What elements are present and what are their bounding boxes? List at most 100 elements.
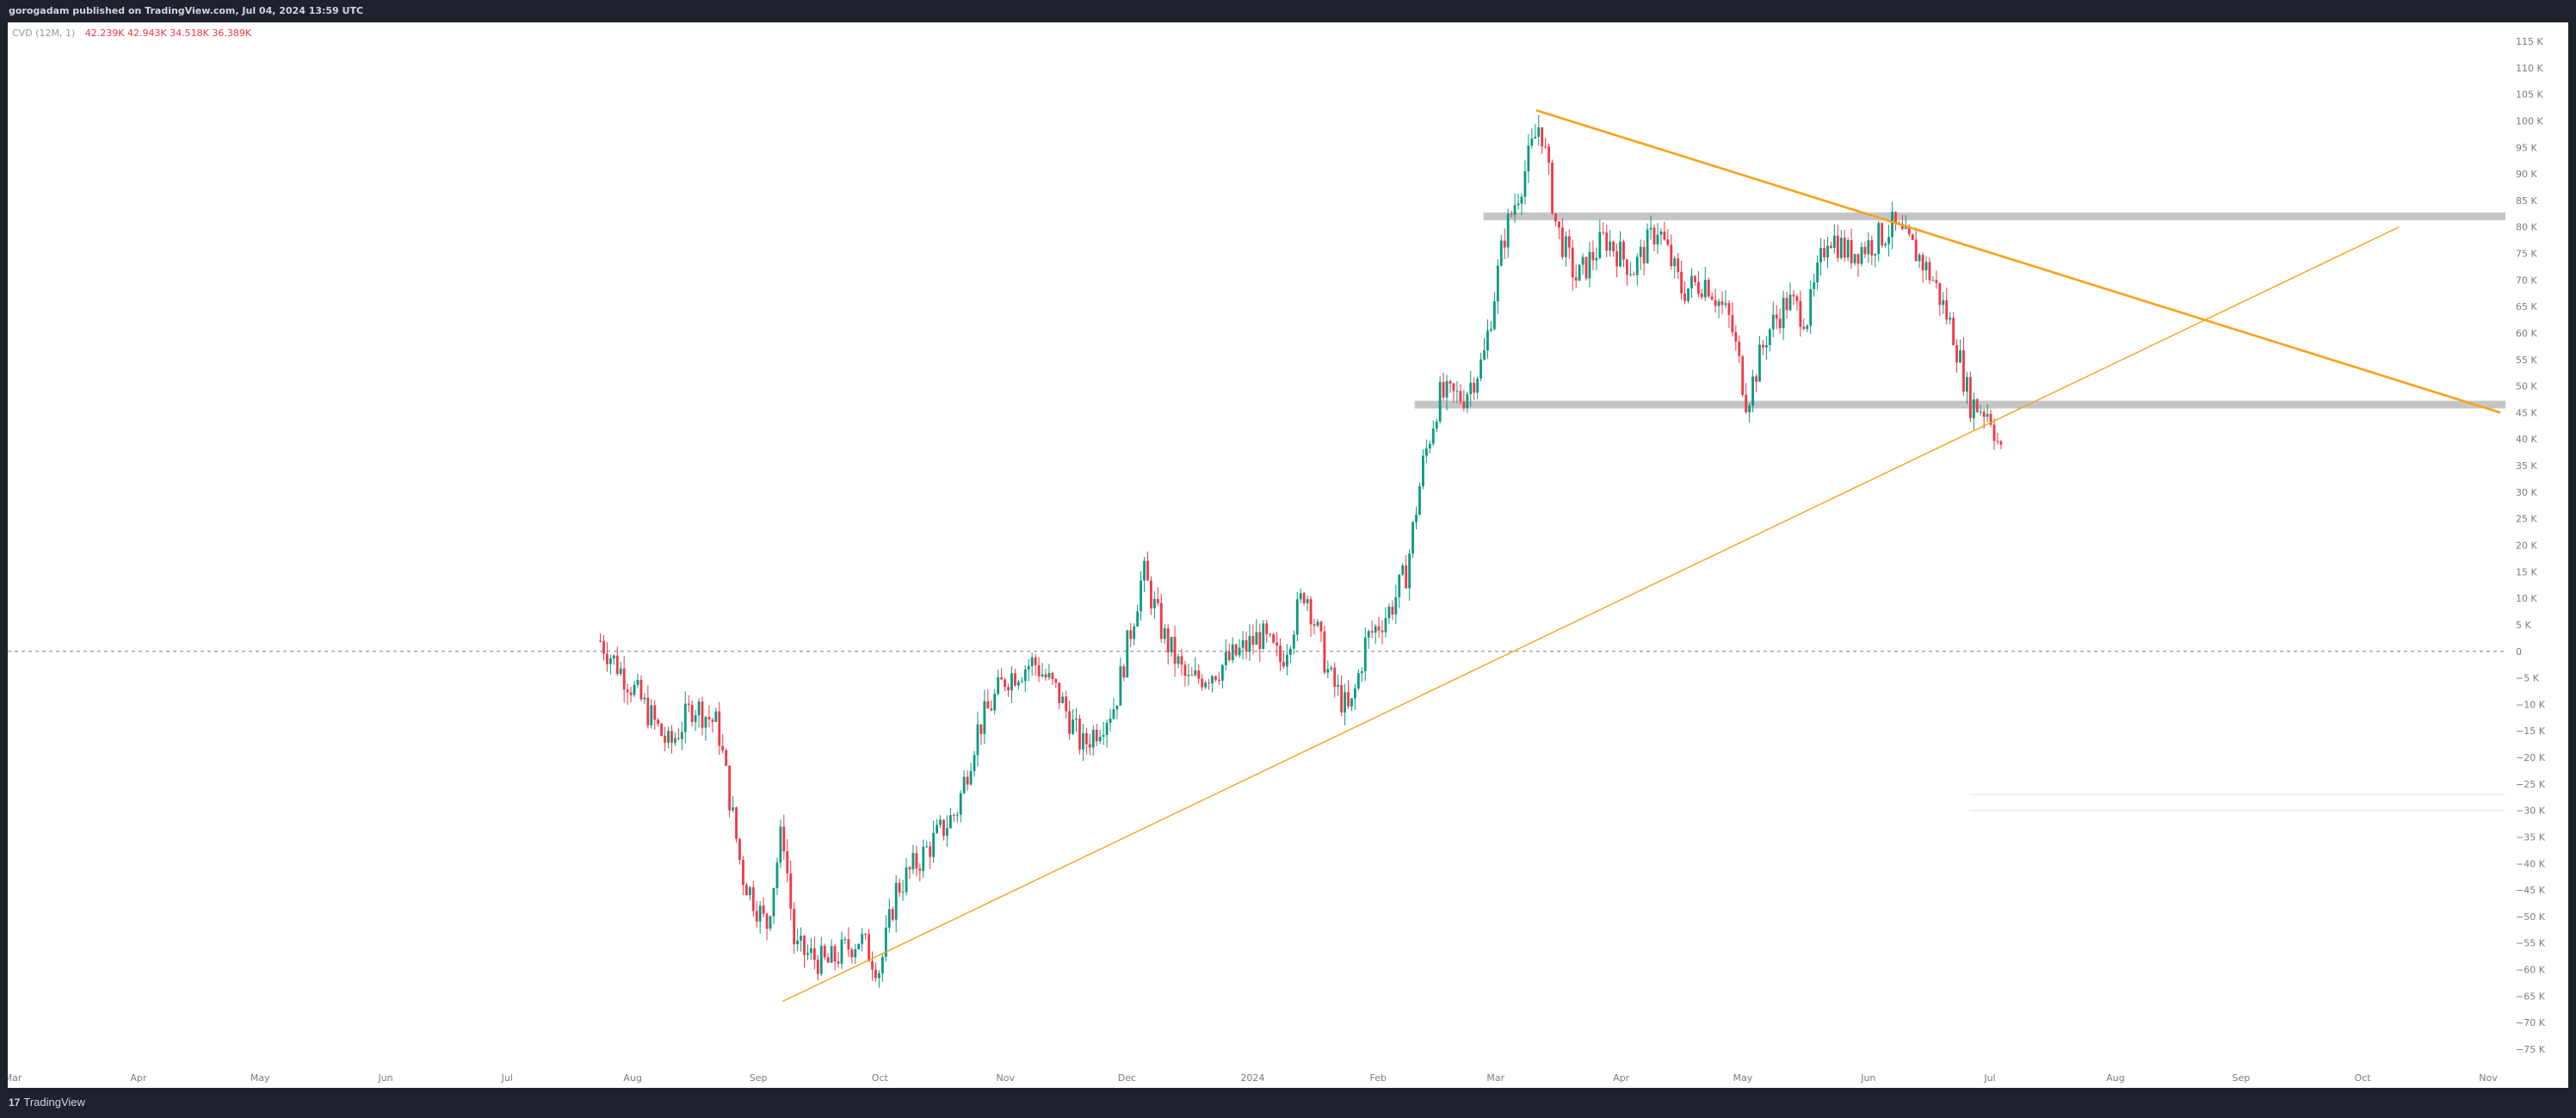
candle-body xyxy=(1832,235,1836,249)
candle-body xyxy=(1911,234,1914,240)
candle-body xyxy=(830,946,833,963)
candle-body xyxy=(1105,722,1109,736)
candle-body xyxy=(1204,683,1208,688)
y-tick-label: −75 K xyxy=(2516,1044,2546,1055)
candle-body xyxy=(1846,240,1850,258)
chart-pane[interactable]: 115 K 110 K 105 K 100 K 95 K 90 K 85 K 80 K 75 K… xyxy=(8,22,2568,1088)
candle-body xyxy=(1190,675,1194,676)
candle-body xyxy=(714,711,718,722)
y-tick-label: −35 K xyxy=(2516,831,2546,843)
candle-body xyxy=(1891,212,1893,238)
candle-body xyxy=(1316,621,1319,626)
candle-body xyxy=(1072,720,1074,734)
candle-body xyxy=(983,701,986,734)
y-tick-label: 65 K xyxy=(2516,301,2537,312)
candle-body xyxy=(732,807,734,811)
candle-body xyxy=(1955,345,1958,362)
candle-body xyxy=(758,905,762,922)
candle-body xyxy=(1187,675,1190,676)
candle-body xyxy=(1949,318,1952,320)
candle-body xyxy=(1115,705,1119,709)
candle-body xyxy=(1126,630,1129,678)
candle-body xyxy=(789,873,793,909)
candle-body xyxy=(1227,652,1231,660)
candle-body xyxy=(1551,162,1554,213)
candle-body xyxy=(1152,598,1156,608)
candle-body xyxy=(1670,244,1673,267)
candle-body xyxy=(639,679,643,700)
candle-body xyxy=(1517,203,1520,206)
candle-body xyxy=(1109,718,1112,723)
candle-body xyxy=(1194,670,1197,676)
candle-body xyxy=(1986,413,1989,417)
candle-body xyxy=(1251,636,1255,645)
candle-body xyxy=(1445,380,1449,398)
y-tick-label: −45 K xyxy=(2516,885,2546,896)
candle-body xyxy=(1435,421,1438,429)
candle-body xyxy=(629,692,633,695)
y-tick-label: −10 K xyxy=(2516,699,2546,710)
candle-body xyxy=(1602,232,1605,233)
brand[interactable]: ⁠17 TradingView xyxy=(9,1096,85,1109)
y-tick-label: 10 K xyxy=(2516,593,2537,604)
candle-body xyxy=(840,939,843,964)
indicator-legend[interactable]: CVD (12M, 1) 42.239K 42.943K 34.518K 36.… xyxy=(12,28,251,39)
candle-body xyxy=(812,948,816,960)
candle-body xyxy=(762,905,765,914)
candle-body xyxy=(1696,281,1700,294)
candle-body xyxy=(1136,611,1140,627)
cvd-chart[interactable]: 115 K 110 K 105 K 100 K 95 K 90 K 85 K 80 K 75 K… xyxy=(8,22,2568,1088)
y-tick-label: −30 K xyxy=(2516,806,2546,817)
candle-body xyxy=(1112,708,1115,719)
candle-body xyxy=(1809,288,1813,326)
candle-body xyxy=(1870,240,1874,256)
candle-body xyxy=(755,911,758,922)
candle-body xyxy=(884,927,887,957)
candle-body xyxy=(986,701,990,709)
candle-body xyxy=(1438,381,1442,422)
candle-body xyxy=(1652,227,1656,244)
candle-body xyxy=(1558,221,1560,228)
candle-body xyxy=(1262,623,1265,649)
candle-body xyxy=(1354,688,1356,699)
candle-body xyxy=(857,943,861,949)
candle-body xyxy=(1918,255,1921,262)
candle-body xyxy=(786,851,789,874)
candle-body xyxy=(1326,669,1330,673)
candle-body xyxy=(1567,236,1571,248)
candle-body xyxy=(1248,636,1251,652)
candle-body xyxy=(1537,127,1541,138)
candle-body xyxy=(864,934,868,936)
candle-body xyxy=(843,939,847,941)
candle-body xyxy=(1959,350,1961,362)
brand-label: TradingView xyxy=(23,1096,85,1109)
candle-body xyxy=(1180,656,1183,665)
candle-body xyxy=(1302,593,1306,603)
candle-body xyxy=(948,815,952,829)
candle-body xyxy=(1499,240,1503,266)
candle-body xyxy=(653,705,657,720)
candle-body xyxy=(1269,633,1272,635)
candle-body xyxy=(1166,628,1170,653)
candle-body xyxy=(1418,485,1421,516)
x-tick-label: Jul xyxy=(501,1072,513,1084)
candle-body xyxy=(728,765,732,811)
x-tick-label: 2024 xyxy=(1240,1072,1264,1084)
candle-body xyxy=(894,882,898,920)
candle-body xyxy=(1707,280,1710,297)
candle-body xyxy=(1619,241,1622,267)
candle-body xyxy=(1598,232,1602,258)
candle-body xyxy=(1276,642,1278,646)
candle-body xyxy=(1381,630,1384,633)
candle-body xyxy=(1530,138,1534,146)
x-tick-label: Sep xyxy=(2233,1072,2251,1084)
candle-body xyxy=(1323,631,1326,673)
candle-body xyxy=(1061,696,1065,704)
candle-body xyxy=(765,913,769,929)
candle-body xyxy=(1356,673,1360,689)
candle-body xyxy=(1367,631,1370,638)
candle-body xyxy=(1694,275,1696,282)
candle-body xyxy=(636,679,639,685)
y-tick-label: 20 K xyxy=(2516,540,2537,552)
candle-body xyxy=(908,867,911,870)
